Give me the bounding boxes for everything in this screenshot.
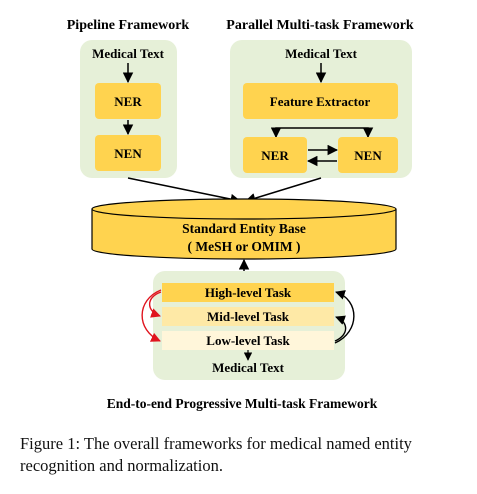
low-level-task-box — [162, 331, 334, 350]
figure-caption: Figure 1: The overall frameworks for med… — [20, 434, 412, 475]
standard-entity-base: Standard Entity Base ( MeSH or OMIM ) — [91, 198, 397, 260]
black-arrow-low-to-mid — [334, 315, 347, 342]
pipeline-to-base-arrow — [127, 177, 242, 205]
pipeline-medical-text: Medical Text — [92, 46, 165, 61]
high-level-task-label: High-level Task — [205, 285, 292, 300]
parallel-title: Parallel Multi-task Framework — [226, 18, 414, 33]
pipeline-framework: Medical Text NER NEN — [80, 40, 177, 178]
entity-base-top — [91, 198, 397, 220]
red-arrow-high-to-mid — [148, 291, 162, 318]
pipeline-nen-box — [95, 135, 161, 171]
parallel-to-base-arrow — [244, 177, 322, 204]
progressive-medical-text: Medical Text — [212, 360, 285, 375]
parallel-nen-label: NEN — [354, 148, 382, 163]
pipeline-ner-label: NER — [114, 94, 142, 109]
pipeline-ner-box — [95, 83, 161, 119]
red-arrow-high-to-low — [141, 289, 162, 342]
high-level-task-box — [162, 283, 334, 302]
parallel-branch-arrows — [270, 127, 374, 139]
mid-level-task-box — [162, 307, 334, 326]
progressive-framework: High-level Task Mid-level Task Low-level… — [141, 271, 355, 380]
entity-base-title: Standard Entity Base — [182, 221, 306, 236]
parallel-framework: Medical Text Feature Extractor NER NEN — [230, 40, 412, 178]
progressive-title: End-to-end Progressive Multi-task Framew… — [107, 396, 378, 411]
black-arrow-low-to-high — [334, 290, 355, 344]
feature-extractor-box — [243, 83, 398, 119]
pipeline-nen-label: NEN — [114, 146, 142, 161]
parallel-medical-text: Medical Text — [285, 46, 358, 61]
parallel-ner-box — [243, 137, 307, 173]
entity-base-subtitle: ( MeSH or OMIM ) — [188, 239, 301, 254]
parallel-ner-label: NER — [261, 148, 289, 163]
low-level-task-label: Low-level Task — [206, 333, 290, 348]
feature-extractor-label: Feature Extractor — [270, 94, 371, 109]
pipeline-title: Pipeline Framework — [67, 18, 190, 33]
parallel-nen-box — [338, 137, 398, 173]
mid-level-task-label: Mid-level Task — [207, 309, 290, 324]
framework-diagram: Pipeline Framework Parallel Multi-task F… — [67, 18, 414, 411]
